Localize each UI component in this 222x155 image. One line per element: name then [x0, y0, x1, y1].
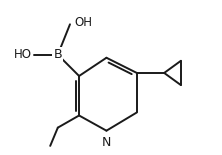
Text: N: N [102, 136, 111, 149]
Text: B: B [54, 48, 62, 61]
Text: OH: OH [75, 16, 93, 29]
Text: HO: HO [14, 48, 32, 61]
